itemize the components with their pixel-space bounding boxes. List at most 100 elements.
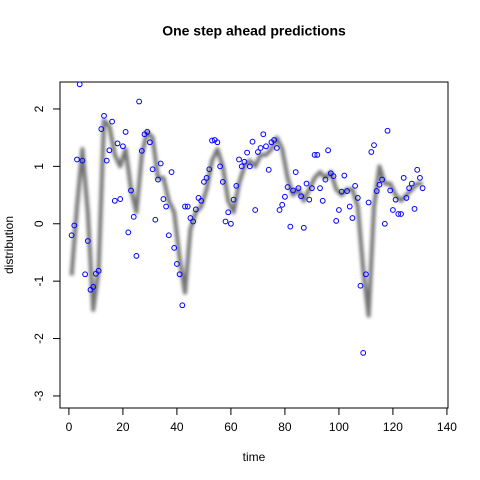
observation-point bbox=[117, 196, 124, 202]
observation-point bbox=[287, 223, 294, 230]
observation-point bbox=[282, 193, 288, 200]
observation-point bbox=[419, 185, 426, 192]
observation-point bbox=[160, 196, 167, 202]
observation-point bbox=[125, 229, 132, 236]
observation-point bbox=[309, 185, 315, 192]
observation-point bbox=[346, 203, 353, 210]
observation-point bbox=[400, 174, 407, 181]
observation-point bbox=[311, 151, 318, 158]
observation-point bbox=[341, 172, 348, 179]
x-tick-label: 20 bbox=[116, 420, 130, 434]
observation-point bbox=[233, 182, 240, 189]
observation-point bbox=[174, 261, 180, 267]
observation-point bbox=[260, 131, 267, 138]
x-tick-label: 0 bbox=[66, 420, 73, 434]
prediction-band bbox=[69, 118, 423, 318]
observation-point bbox=[376, 181, 383, 188]
observation-point bbox=[163, 203, 170, 210]
x-tick-label: 120 bbox=[383, 420, 403, 434]
observation-point bbox=[279, 201, 286, 208]
observation-point bbox=[195, 195, 202, 201]
observation-point bbox=[322, 176, 329, 183]
observation-point bbox=[344, 188, 350, 194]
observation-point bbox=[368, 149, 375, 155]
observation-point bbox=[395, 211, 402, 217]
observation-point bbox=[122, 129, 129, 135]
observation-point bbox=[352, 182, 359, 189]
observation-point bbox=[241, 158, 248, 165]
observation-point bbox=[236, 156, 242, 163]
observation-point bbox=[222, 218, 229, 225]
observation-point bbox=[249, 138, 256, 145]
observation-point bbox=[252, 207, 259, 213]
observation-point bbox=[325, 147, 332, 154]
observation-point bbox=[106, 147, 113, 154]
observation-point bbox=[84, 238, 91, 244]
observation-point bbox=[155, 176, 161, 183]
observation-point bbox=[114, 140, 121, 147]
observation-point bbox=[90, 283, 97, 290]
observation-point bbox=[411, 205, 418, 212]
observation-point bbox=[176, 271, 183, 278]
observation-point bbox=[333, 217, 340, 224]
observation-point bbox=[276, 207, 283, 213]
observation-point bbox=[74, 156, 80, 163]
observation-point bbox=[298, 193, 305, 200]
observation-point bbox=[228, 220, 234, 227]
observation-point bbox=[357, 282, 364, 289]
observation-point bbox=[182, 203, 188, 210]
observation-point bbox=[414, 166, 421, 173]
observation-point bbox=[398, 211, 404, 217]
observation-point bbox=[408, 180, 415, 187]
observation-point bbox=[103, 157, 110, 164]
observation-point bbox=[417, 174, 423, 181]
observation-point bbox=[257, 145, 264, 151]
observation-point bbox=[255, 149, 261, 155]
observation-point bbox=[190, 218, 197, 225]
observation-point bbox=[225, 209, 232, 216]
observation-point bbox=[68, 232, 75, 239]
observation-point bbox=[360, 350, 367, 356]
observation-point bbox=[336, 207, 342, 213]
x-tick-label: 40 bbox=[170, 420, 184, 434]
observation-point bbox=[209, 137, 215, 144]
observation-point bbox=[300, 224, 307, 231]
observation-point bbox=[330, 173, 337, 180]
y-tick-label: 2 bbox=[32, 105, 46, 112]
observation-point bbox=[168, 169, 175, 176]
observation-point bbox=[319, 197, 326, 204]
y-tick-label: -1 bbox=[32, 275, 46, 286]
observation-point bbox=[295, 185, 302, 192]
observation-point bbox=[157, 160, 164, 167]
observation-point bbox=[95, 267, 102, 274]
observation-point bbox=[381, 220, 388, 227]
observation-point bbox=[136, 98, 143, 105]
observation-point bbox=[371, 142, 377, 149]
observation-point bbox=[265, 166, 272, 173]
observation-point bbox=[149, 166, 156, 173]
observation-point bbox=[79, 157, 86, 164]
observation-point bbox=[101, 112, 107, 119]
observation-point bbox=[363, 271, 369, 278]
observation-point bbox=[271, 137, 278, 143]
x-axis-label: time bbox=[243, 450, 266, 464]
x-tick-label: 80 bbox=[278, 420, 292, 434]
observation-point bbox=[203, 174, 210, 181]
observation-point bbox=[206, 166, 213, 173]
y-tick-label: 0 bbox=[32, 220, 46, 227]
x-tick-label: 100 bbox=[329, 420, 349, 434]
observation-point bbox=[290, 187, 296, 194]
observation-point bbox=[217, 163, 224, 170]
observation-point bbox=[71, 222, 78, 229]
observation-point bbox=[201, 178, 207, 185]
observation-point bbox=[292, 169, 299, 176]
observation-point bbox=[303, 180, 310, 187]
plot-box bbox=[59, 81, 449, 409]
observation-point bbox=[338, 188, 345, 195]
observation-point bbox=[82, 271, 89, 278]
y-tick-label: 1 bbox=[32, 163, 46, 170]
observation-point bbox=[373, 188, 380, 194]
observation-point bbox=[214, 139, 221, 146]
